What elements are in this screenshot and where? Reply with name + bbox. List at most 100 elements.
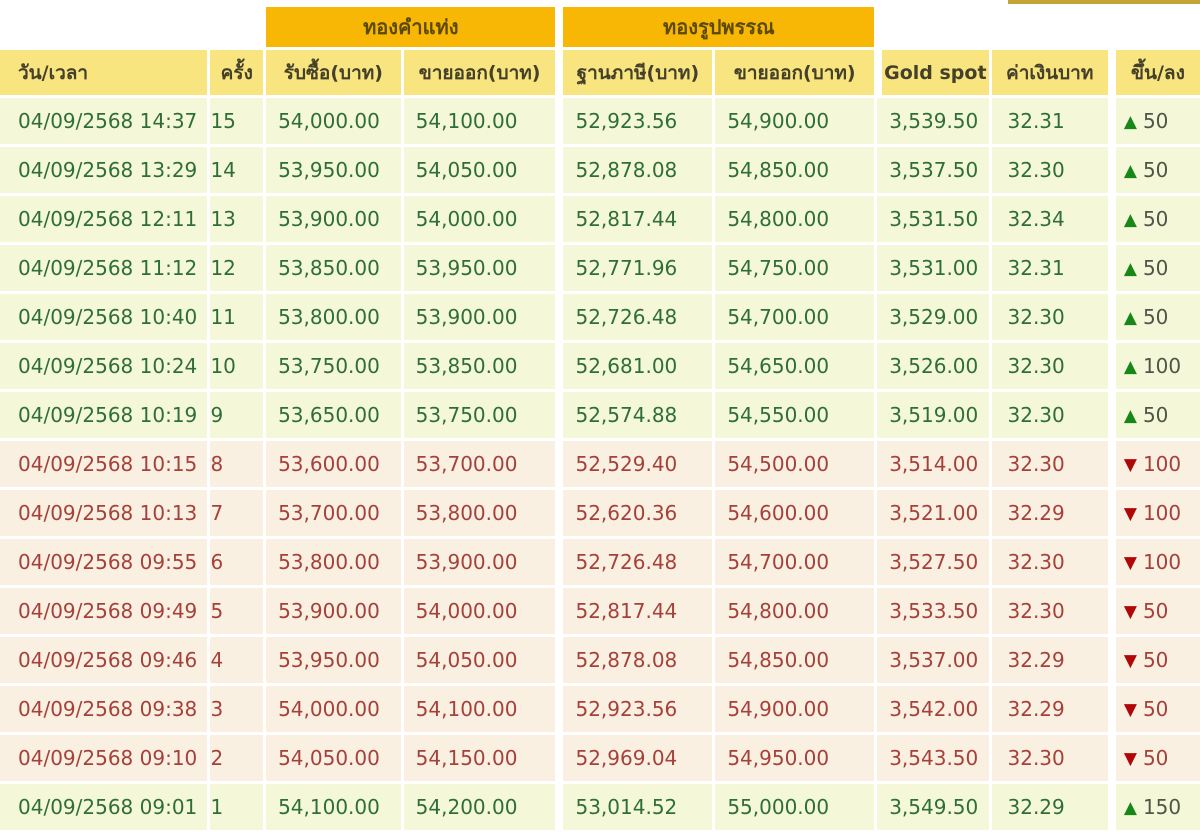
change-amount: 50 xyxy=(1142,109,1169,133)
round-cell: 2 xyxy=(210,735,264,781)
down-arrow-icon: ▼ xyxy=(1123,553,1137,573)
group-header-gold-ornament: ทองรูปพรรณ xyxy=(558,7,875,47)
change-amount: 50 xyxy=(1142,697,1169,721)
gold-spot-cell: 3,539.50 xyxy=(877,98,989,144)
baht-rate-cell: 32.30 xyxy=(991,441,1108,487)
bar-buy-cell: 53,950.00 xyxy=(266,637,401,683)
round-cell: 11 xyxy=(210,294,264,340)
price-row: 04/09/2568 14:37 15 54,000.00 54,100.00 … xyxy=(0,98,1200,144)
up-arrow-icon: ▲ xyxy=(1123,798,1137,818)
change-amount: 100 xyxy=(1142,452,1182,476)
up-arrow-icon: ▲ xyxy=(1123,210,1137,230)
gold-spot-cell: 3,531.00 xyxy=(877,245,989,291)
column-header-gold-spot: Gold spot xyxy=(877,50,989,95)
bar-buy-cell: 53,750.00 xyxy=(266,343,401,389)
baht-rate-cell: 32.30 xyxy=(991,147,1108,193)
down-arrow-icon: ▼ xyxy=(1123,651,1137,671)
gold-spot-cell: 3,537.50 xyxy=(877,147,989,193)
bar-sell-cell: 54,150.00 xyxy=(403,735,556,781)
column-header-row: วัน/เวลา ครั้ง รับซื้อ(บาท) ขายออก(บาท) … xyxy=(0,50,1200,95)
datetime-cell: 04/09/2568 09:46 xyxy=(0,637,208,683)
ornament-taxbase-cell: 52,969.04 xyxy=(558,735,713,781)
change-amount: 50 xyxy=(1142,256,1169,280)
up-arrow-icon: ▲ xyxy=(1123,259,1137,279)
ornament-taxbase-cell: 52,681.00 xyxy=(558,343,713,389)
change-cell: ▲ 50 xyxy=(1110,245,1200,291)
bar-buy-cell: 53,800.00 xyxy=(266,294,401,340)
round-cell: 15 xyxy=(210,98,264,144)
price-row: 04/09/2568 10:13 7 53,700.00 53,800.00 5… xyxy=(0,490,1200,536)
bar-sell-cell: 54,100.00 xyxy=(403,686,556,732)
baht-rate-cell: 32.30 xyxy=(991,539,1108,585)
ornament-sell-cell: 54,850.00 xyxy=(715,637,875,683)
ornament-taxbase-cell: 52,923.56 xyxy=(558,686,713,732)
change-cell: ▲ 50 xyxy=(1110,98,1200,144)
down-arrow-icon: ▼ xyxy=(1123,749,1137,769)
change-amount: 50 xyxy=(1142,599,1169,623)
datetime-cell: 04/09/2568 10:40 xyxy=(0,294,208,340)
change-cell: ▲ 50 xyxy=(1110,294,1200,340)
gold-spot-cell: 3,521.00 xyxy=(877,490,989,536)
group-header-row: ทองคำแท่ง ทองรูปพรรณ xyxy=(0,7,1200,47)
up-arrow-icon: ▲ xyxy=(1123,308,1137,328)
gold-spot-cell: 3,519.00 xyxy=(877,392,989,438)
bar-buy-cell: 53,650.00 xyxy=(266,392,401,438)
bar-buy-cell: 53,850.00 xyxy=(266,245,401,291)
datetime-cell: 04/09/2568 09:55 xyxy=(0,539,208,585)
down-arrow-icon: ▼ xyxy=(1123,700,1137,720)
price-row: 04/09/2568 09:38 3 54,000.00 54,100.00 5… xyxy=(0,686,1200,732)
datetime-cell: 04/09/2568 12:11 xyxy=(0,196,208,242)
bar-sell-cell: 54,200.00 xyxy=(403,784,556,830)
ornament-sell-cell: 54,800.00 xyxy=(715,588,875,634)
bar-buy-cell: 53,800.00 xyxy=(266,539,401,585)
up-arrow-icon: ▲ xyxy=(1123,161,1137,181)
bar-sell-cell: 54,050.00 xyxy=(403,147,556,193)
baht-rate-cell: 32.29 xyxy=(991,784,1108,830)
price-row: 04/09/2568 10:19 9 53,650.00 53,750.00 5… xyxy=(0,392,1200,438)
change-cell: ▲ 150 xyxy=(1110,784,1200,830)
change-amount: 100 xyxy=(1142,550,1182,574)
bar-sell-cell: 53,800.00 xyxy=(403,490,556,536)
gold-spot-cell: 3,514.00 xyxy=(877,441,989,487)
gold-spot-cell: 3,549.50 xyxy=(877,784,989,830)
gold-spot-cell: 3,529.00 xyxy=(877,294,989,340)
bar-buy-cell: 53,700.00 xyxy=(266,490,401,536)
change-cell: ▼ 50 xyxy=(1110,588,1200,634)
bar-buy-cell: 53,950.00 xyxy=(266,147,401,193)
column-header-bar-sell: ขายออก(บาท) xyxy=(403,50,556,95)
price-row: 04/09/2568 10:40 11 53,800.00 53,900.00 … xyxy=(0,294,1200,340)
ornament-taxbase-cell: 52,878.08 xyxy=(558,147,713,193)
ornament-sell-cell: 54,650.00 xyxy=(715,343,875,389)
ornament-sell-cell: 55,000.00 xyxy=(715,784,875,830)
ornament-taxbase-cell: 52,574.88 xyxy=(558,392,713,438)
group-header-spacer-right xyxy=(877,7,1200,47)
ornament-taxbase-cell: 52,726.48 xyxy=(558,539,713,585)
bar-sell-cell: 53,850.00 xyxy=(403,343,556,389)
bar-sell-cell: 53,900.00 xyxy=(403,294,556,340)
change-cell: ▲ 100 xyxy=(1110,343,1200,389)
baht-rate-cell: 32.30 xyxy=(991,392,1108,438)
round-cell: 10 xyxy=(210,343,264,389)
ornament-sell-cell: 54,850.00 xyxy=(715,147,875,193)
ornament-sell-cell: 54,900.00 xyxy=(715,98,875,144)
down-arrow-icon: ▼ xyxy=(1123,504,1137,524)
gold-spot-cell: 3,542.00 xyxy=(877,686,989,732)
ornament-sell-cell: 54,900.00 xyxy=(715,686,875,732)
price-row: 04/09/2568 10:15 8 53,600.00 53,700.00 5… xyxy=(0,441,1200,487)
ornament-sell-cell: 54,550.00 xyxy=(715,392,875,438)
ornament-sell-cell: 54,700.00 xyxy=(715,539,875,585)
change-cell: ▼ 100 xyxy=(1110,539,1200,585)
gold-price-table: ทองคำแท่ง ทองรูปพรรณ วัน/เวลา ครั้ง รับซ… xyxy=(0,4,1200,833)
bar-buy-cell: 54,000.00 xyxy=(266,686,401,732)
ornament-taxbase-cell: 52,726.48 xyxy=(558,294,713,340)
baht-rate-cell: 32.30 xyxy=(991,588,1108,634)
baht-rate-cell: 32.29 xyxy=(991,637,1108,683)
ornament-taxbase-cell: 52,529.40 xyxy=(558,441,713,487)
top-right-gold-strip xyxy=(1008,0,1200,4)
round-cell: 4 xyxy=(210,637,264,683)
change-cell: ▼ 50 xyxy=(1110,637,1200,683)
baht-rate-cell: 32.31 xyxy=(991,98,1108,144)
bar-buy-cell: 53,600.00 xyxy=(266,441,401,487)
datetime-cell: 04/09/2568 10:24 xyxy=(0,343,208,389)
price-row: 04/09/2568 13:29 14 53,950.00 54,050.00 … xyxy=(0,147,1200,193)
